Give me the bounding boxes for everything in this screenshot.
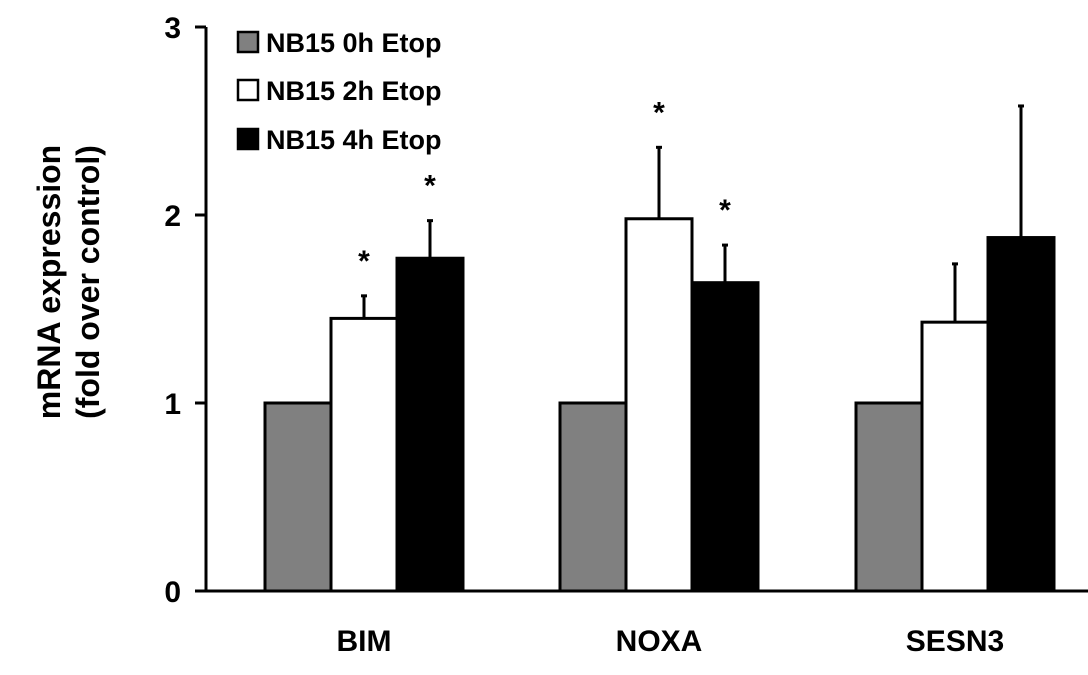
legend-swatch (236, 30, 260, 54)
y-ticks: 0 1 2 3 (164, 12, 206, 609)
significance-star: * (358, 245, 370, 278)
x-category-labels: BIM NOXA SESN3 (337, 625, 1005, 658)
significance-star: * (719, 194, 731, 227)
legend-label: NB15 0h Etop (266, 28, 442, 58)
bar-sesn3-2 (986, 236, 1056, 593)
x-category-label: SESN3 (906, 625, 1004, 658)
bar-sesn3-1 (920, 320, 990, 593)
y-axis-title-line: mRNA expression (31, 145, 67, 419)
legend-label: NB15 4h Etop (266, 125, 442, 155)
y-tick-label: 3 (164, 12, 181, 45)
bar-bim-0 (263, 401, 333, 593)
legend-swatch (236, 127, 260, 151)
bar-noxa-2 (690, 281, 760, 593)
bar-sesn3-0 (854, 401, 924, 593)
bars (263, 217, 1056, 593)
significance-star: * (424, 170, 436, 203)
legend-swatch (236, 78, 260, 102)
x-category-label: NOXA (616, 625, 703, 658)
error-bars (361, 104, 1024, 323)
significance-markers: * * * * (358, 96, 731, 278)
bar-noxa-0 (558, 401, 628, 593)
x-category-label: BIM (337, 625, 392, 658)
legend: NB15 0h Etop NB15 2h Etop NB15 4h Etop (236, 28, 442, 155)
y-tick-label: 2 (164, 200, 181, 233)
significance-star: * (653, 96, 665, 129)
legend-label: NB15 2h Etop (266, 76, 442, 106)
bar-bim-2 (395, 256, 465, 593)
y-tick-label: 1 (164, 388, 181, 421)
bar-noxa-1 (624, 217, 694, 593)
y-axis-title: mRNA expression(fold over control) (31, 145, 106, 419)
y-tick-label: 0 (164, 576, 181, 609)
y-axis-title-line: (fold over control) (70, 145, 106, 419)
y-axis-label: mRNA expression(fold over control) (31, 145, 106, 419)
bar-bim-1 (329, 316, 399, 593)
